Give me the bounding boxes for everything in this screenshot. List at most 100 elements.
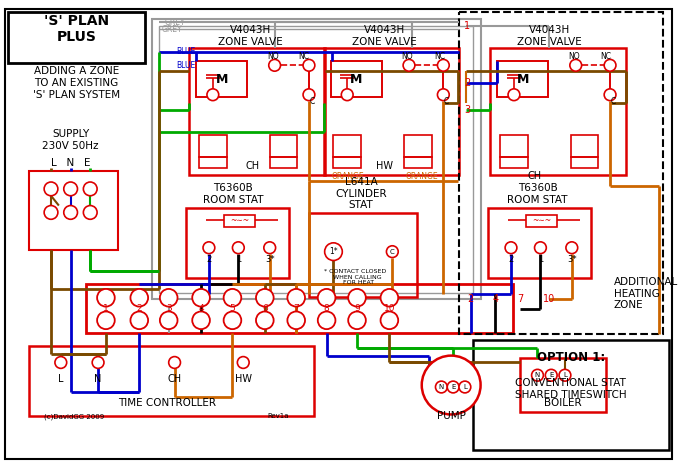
Circle shape bbox=[83, 182, 97, 196]
Circle shape bbox=[268, 59, 281, 71]
Bar bbox=[8, 12, 145, 63]
Text: 7: 7 bbox=[293, 304, 299, 313]
Bar bbox=[459, 12, 663, 334]
Bar bbox=[571, 156, 598, 168]
Circle shape bbox=[318, 289, 335, 307]
Circle shape bbox=[505, 242, 517, 254]
Bar bbox=[333, 156, 361, 168]
Bar bbox=[309, 213, 417, 297]
Bar bbox=[473, 340, 669, 450]
Bar bbox=[331, 61, 382, 97]
Text: BLUE: BLUE bbox=[177, 47, 196, 56]
Circle shape bbox=[237, 357, 249, 368]
Text: 7: 7 bbox=[517, 294, 523, 304]
Circle shape bbox=[256, 312, 274, 329]
Text: 1: 1 bbox=[103, 304, 109, 313]
Text: NC: NC bbox=[434, 52, 445, 61]
Bar bbox=[196, 61, 247, 97]
Text: 10: 10 bbox=[384, 304, 395, 313]
Text: GREY: GREY bbox=[162, 24, 182, 34]
Text: 9: 9 bbox=[354, 304, 360, 313]
Circle shape bbox=[130, 312, 148, 329]
Circle shape bbox=[545, 369, 557, 381]
Bar bbox=[86, 284, 513, 333]
Text: HW: HW bbox=[235, 374, 252, 384]
Text: 2: 2 bbox=[137, 304, 142, 313]
Circle shape bbox=[508, 89, 520, 101]
Text: T6360B
ROOM STAT: T6360B ROOM STAT bbox=[507, 183, 568, 205]
Circle shape bbox=[381, 289, 398, 307]
Circle shape bbox=[160, 289, 177, 307]
Text: L   N   E: L N E bbox=[51, 158, 90, 168]
Circle shape bbox=[287, 289, 305, 307]
Text: BLUE: BLUE bbox=[177, 61, 196, 70]
Bar bbox=[500, 135, 528, 156]
Circle shape bbox=[604, 89, 616, 101]
Bar bbox=[199, 135, 226, 156]
Circle shape bbox=[83, 205, 97, 219]
Circle shape bbox=[447, 381, 459, 393]
Bar bbox=[152, 19, 481, 299]
Text: L: L bbox=[463, 384, 467, 390]
Bar bbox=[30, 171, 118, 250]
Text: PUMP: PUMP bbox=[437, 411, 466, 421]
Circle shape bbox=[203, 242, 215, 254]
Circle shape bbox=[97, 312, 115, 329]
Text: L641A
CYLINDER
STAT: L641A CYLINDER STAT bbox=[335, 177, 387, 211]
Circle shape bbox=[63, 205, 77, 219]
Text: CONVENTIONAL STAT
SHARED TIMESWITCH: CONVENTIONAL STAT SHARED TIMESWITCH bbox=[515, 378, 627, 400]
Circle shape bbox=[325, 243, 342, 261]
Bar bbox=[324, 48, 459, 175]
Text: CH: CH bbox=[527, 171, 542, 181]
Text: BOILER: BOILER bbox=[544, 398, 582, 408]
Bar bbox=[199, 156, 226, 168]
Circle shape bbox=[55, 357, 67, 368]
Text: 3: 3 bbox=[464, 105, 470, 116]
Text: 'S' PLAN
PLUS: 'S' PLAN PLUS bbox=[44, 14, 109, 44]
Circle shape bbox=[318, 312, 335, 329]
Bar bbox=[491, 48, 626, 175]
Circle shape bbox=[92, 357, 104, 368]
Text: 2: 2 bbox=[206, 255, 212, 264]
Text: (c)DavidGG 2009: (c)DavidGG 2009 bbox=[44, 413, 104, 420]
Text: CH: CH bbox=[168, 374, 181, 384]
Text: Rev1a: Rev1a bbox=[268, 413, 289, 419]
Text: N: N bbox=[535, 372, 540, 378]
Bar bbox=[520, 358, 606, 411]
Text: 4: 4 bbox=[198, 304, 204, 313]
Bar bbox=[571, 135, 598, 156]
Bar bbox=[159, 26, 473, 293]
Text: 2: 2 bbox=[464, 78, 470, 88]
Bar bbox=[186, 207, 289, 278]
Text: GREY: GREY bbox=[165, 18, 186, 27]
Circle shape bbox=[422, 356, 481, 415]
Text: M: M bbox=[517, 73, 529, 86]
Text: V4043H
ZONE VALVE: V4043H ZONE VALVE bbox=[218, 25, 282, 47]
Text: L: L bbox=[563, 372, 567, 378]
Text: 2: 2 bbox=[468, 294, 474, 304]
Circle shape bbox=[224, 312, 241, 329]
Circle shape bbox=[437, 59, 449, 71]
Text: N: N bbox=[95, 374, 101, 384]
Text: V4043H
ZONE VALVE: V4043H ZONE VALVE bbox=[352, 25, 417, 47]
Text: M: M bbox=[350, 73, 362, 86]
Text: ~∼~: ~∼~ bbox=[230, 217, 249, 226]
Text: 4: 4 bbox=[492, 294, 498, 304]
Text: M: M bbox=[215, 73, 228, 86]
Bar bbox=[526, 215, 557, 227]
Circle shape bbox=[44, 205, 58, 219]
Bar bbox=[333, 135, 361, 156]
Circle shape bbox=[224, 289, 241, 307]
Circle shape bbox=[386, 246, 398, 257]
Text: V4043H
ZONE VALVE: V4043H ZONE VALVE bbox=[517, 25, 582, 47]
Bar bbox=[270, 135, 297, 156]
Circle shape bbox=[303, 59, 315, 71]
Bar bbox=[224, 215, 255, 227]
Text: 3: 3 bbox=[166, 304, 172, 313]
Text: ORANGE: ORANGE bbox=[406, 172, 438, 181]
Bar bbox=[497, 61, 549, 97]
Text: * CONTACT CLOSED
  WHEN CALLING
    FOR HEAT: * CONTACT CLOSED WHEN CALLING FOR HEAT bbox=[324, 269, 386, 285]
Bar bbox=[489, 207, 591, 278]
Text: 10: 10 bbox=[543, 294, 555, 304]
Circle shape bbox=[287, 312, 305, 329]
